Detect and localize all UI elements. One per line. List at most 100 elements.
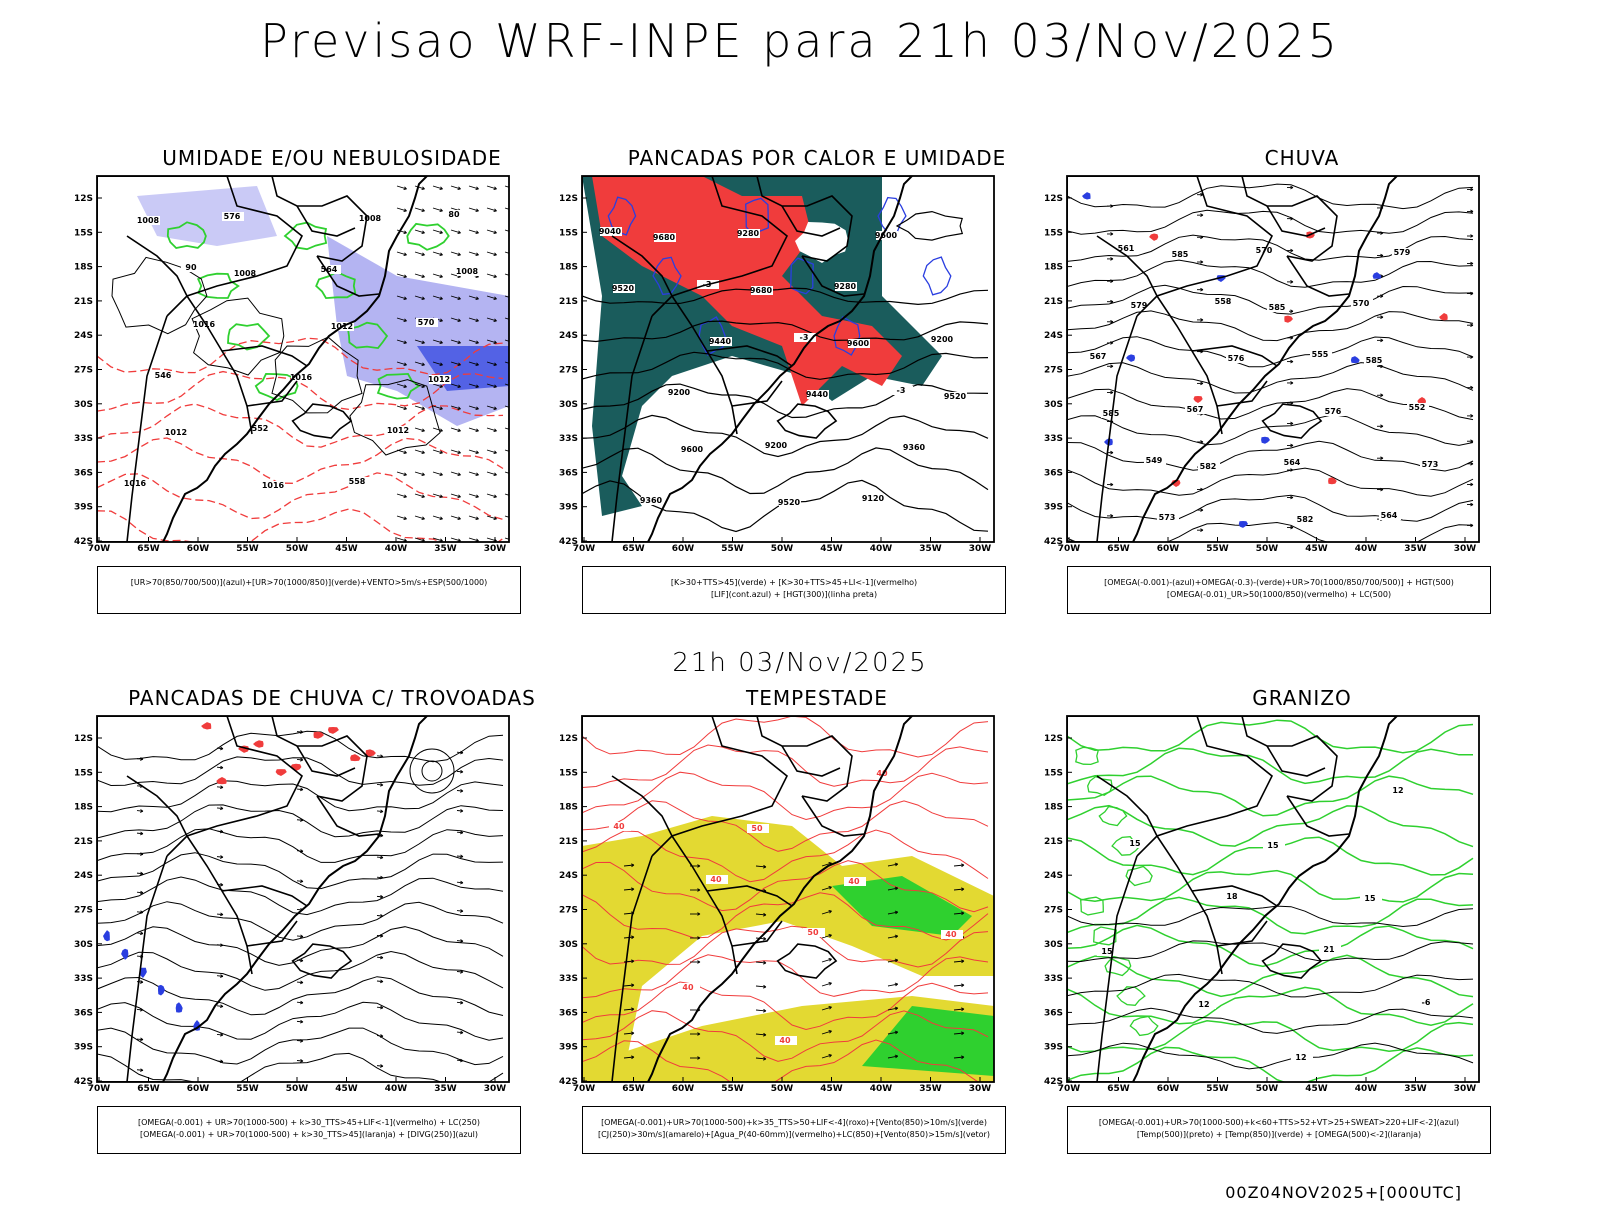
wind-vector [755,1009,766,1012]
wind-arrowhead [961,887,965,892]
wind-vector [450,361,461,366]
lat-tick-label: 24S [559,331,578,341]
wind-vector [468,339,479,344]
contour-label-bg [1291,1053,1313,1062]
map-chuva[interactable]: 585 585 585 585 582 582 579 579 576 576 573 573 570 5… [1044,175,1537,566]
lat-tick-label: 30S [1044,400,1063,410]
wind-vector [468,515,479,520]
wind-arrowhead [1110,514,1114,518]
contour-label-bg [1170,250,1192,259]
contour-label: 12 [1295,1053,1306,1062]
wind-vector [216,1060,224,1063]
lc850-streamline [582,981,989,1031]
wind-arrowhead [380,894,384,899]
wind-vector [887,1007,898,1011]
lat-tick-label: 42S [74,537,93,547]
wind-vector [136,810,144,812]
contour-label: 546 [155,371,172,380]
wind-arrowhead [475,230,479,235]
contour-label-bg [1351,299,1373,308]
lat-tick-label: 27S [1044,906,1063,916]
contour-label-bg [360,214,382,223]
country-border [781,205,841,237]
streamline [97,950,504,991]
contour-label-bg [222,212,244,221]
lon-tick-label: 35W [919,544,942,554]
lon-tick-label: 65W [137,544,160,554]
pressure-contour [191,297,285,376]
contour-label-bg [1157,513,1179,522]
streamline [1067,521,1474,542]
wind-vector [486,339,497,344]
divergence-patch [103,930,110,942]
wind-arrowhead [460,939,464,943]
map-umidade[interactable]: 1008 1008 1012 1012 1012 1016 1008 1008 1016 1016… [74,175,567,566]
wind-arrowhead [1110,341,1114,345]
contour-label-bg [654,233,676,242]
wind-vector [450,339,461,344]
wind-arrowhead [1200,381,1204,386]
contour-label-bg [263,481,285,490]
wind-vector [486,317,497,322]
wind-vector [376,856,384,859]
wind-vector [468,185,479,190]
map-pancadas-calor[interactable]: 9680 9680 9600 9520 9600 9520 9600 9520 9440 9440… [559,175,1052,566]
lat-tick-label: 18S [1044,263,1063,273]
wind-arrowhead [140,1068,144,1072]
wind-vector [486,449,497,454]
country-border [706,885,793,907]
wind-arrowhead [220,912,224,917]
wind-vector [296,981,304,984]
contour-label: 40 [779,1036,791,1045]
lat-tick-label: 21S [559,297,578,307]
wind-arrowhead [380,1005,384,1010]
contour-label: 15 [1129,839,1141,848]
wind-arrowhead [457,384,461,389]
wind-arrowhead [961,959,965,964]
wind-vector [468,493,479,498]
wind-vector [504,317,509,320]
contour-label-bg [1282,458,1304,467]
wind-arrowhead [403,252,407,257]
temp850-contour [1098,805,1128,827]
wind-vector [216,747,224,750]
country-border [1266,745,1326,777]
contour-label-bg [835,282,857,291]
lon-tick-label: 45W [335,544,358,554]
map-tempestade[interactable]: 50 40 40 40 40 40 40 40 50 12S 15S 18S 21S 24S 27S 30S 3… [559,715,1052,1106]
hgt300-contour [582,287,989,306]
wind-arrowhead [894,958,899,963]
wind-vector [450,515,461,520]
wind-arrowhead [1200,440,1204,444]
wind-arrowhead [512,363,515,366]
wind-arrowhead [763,912,767,917]
humidity-low-contour [406,222,450,251]
rain-patch [1372,272,1382,279]
lat-tick-label: 21S [1044,297,1063,307]
wind-arrowhead [493,362,497,367]
wind-arrowhead [460,1000,464,1005]
wind-vector [376,755,384,757]
hgt300-contour [582,447,989,495]
streamline [1067,467,1474,497]
wind-vector [821,1030,832,1035]
wind-arrowhead [140,931,144,936]
wind-arrowhead [380,955,384,960]
wind-arrowhead [1290,359,1294,364]
lon-tick-label: 45W [820,1084,843,1094]
lon-tick-label: 30W [484,1084,507,1094]
temp850-contour [1129,1015,1159,1037]
country-border [671,295,738,435]
contour-label: 1008 [234,269,257,278]
wind-vector [450,493,461,498]
wind-vector [136,1038,144,1041]
wind-vector [486,515,497,520]
wind-vector [468,229,479,234]
wind-arrowhead [894,1054,899,1059]
wind-arrowhead [1380,393,1384,398]
map-granizo[interactable]: 15 15 15 12 12 12 15 18 21 -6 12S 15S 18S 21S 24S 27S 30… [1044,715,1537,1106]
wind-arrowhead [1200,528,1204,532]
wind-vector [755,937,766,940]
wind-arrowhead [439,186,443,191]
